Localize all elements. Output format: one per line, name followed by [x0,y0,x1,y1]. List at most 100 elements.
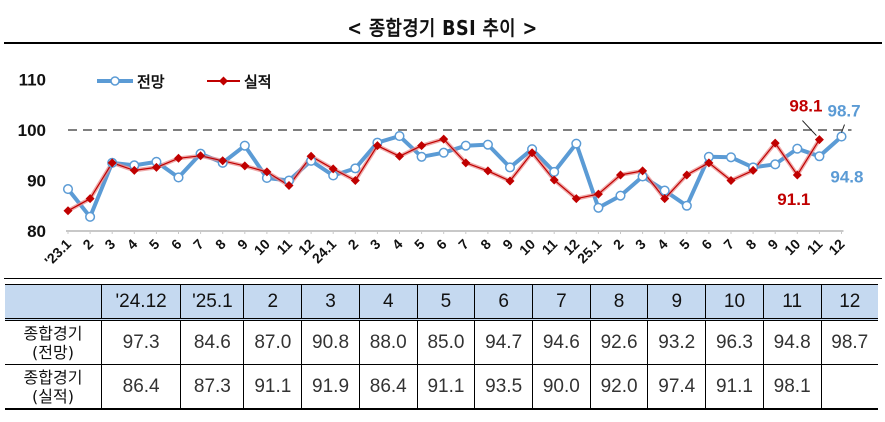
row-label-line2: (전망) [32,342,74,362]
actual-marker [350,176,360,185]
table-cell: 94.8 [762,319,822,365]
table-cell: 84.6 [180,319,245,365]
outlook-marker [173,172,184,183]
x-tick-label: 3 [101,236,118,253]
table-cell: 85.0 [416,319,476,365]
x-tick-label: 9 [234,236,251,253]
x-tick-label: 10 [516,236,538,258]
outlook-marker [239,140,250,151]
table-header-cell: 5 [416,284,476,321]
x-tick-label: 4 [654,236,671,253]
x-tick-label: 9 [764,236,781,253]
table-header-cell: 12 [820,284,878,321]
actual-marker [107,158,117,168]
x-tick-label: 6 [698,236,715,253]
outlook-marker [482,139,493,150]
table-cell: 92.6 [589,319,649,365]
outlook-marker [504,162,516,173]
y-tick-label: 110 [19,71,46,90]
table-cell: 93.2 [647,319,707,365]
actual-marker [483,166,493,176]
table-header-cell: '24.12 [100,284,182,321]
x-tick-label: 8 [742,236,759,253]
table-cell: 90.0 [532,364,591,410]
x-tick-label: 3 [367,236,384,253]
actual-marker [638,166,648,176]
table-cell: 86.4 [358,364,418,410]
x-tick-label: 9 [499,236,516,253]
x-tick-label: 11 [273,236,295,258]
outlook-marker [394,131,405,142]
table-cell: 93.5 [474,364,533,410]
table-cell: 87.3 [180,364,245,410]
table-cell: 88.0 [358,319,418,365]
x-tick-label: 6 [168,236,185,253]
outlook-marker [593,202,604,213]
row-label-line2: (실적) [32,386,74,406]
outlook-marker [814,151,825,162]
table-cell: 96.3 [705,319,764,365]
x-tick-label: '23.1 [41,236,74,269]
actual-marker [151,162,161,172]
table-cell: 91.1 [243,364,303,410]
row-label: 종합경기 (실적) [5,364,102,410]
row-label: 종합경기 (전망) [5,319,102,365]
outlook-marker [460,140,471,151]
x-tick-label: 12 [825,236,847,258]
x-tick-label: 8 [212,236,229,253]
actual-marker [306,151,316,161]
table-header-cell: 6 [474,284,533,321]
table-row-actual: 종합경기 (실적) 86.4 87.3 91.1 91.9 86.4 91.1 9… [5,364,878,410]
actual-marker [726,176,736,185]
actual-marker [395,151,404,161]
data-label-annotation: 98.7 [828,102,861,121]
actual-marker [461,158,471,168]
table-cell: 87.0 [243,319,303,365]
actual-marker [704,158,714,168]
data-label-annotation: 91.1 [777,190,810,209]
actual-marker [505,176,515,186]
table-header-cell: 4 [358,284,418,321]
actual-marker [571,194,581,204]
x-tick-label: 6 [433,236,450,253]
outlook-marker [681,200,692,211]
x-tick-label: 7 [190,236,207,253]
outlook-marker [350,163,361,174]
page-title: < 종합경기 BSI 추이 > [347,16,538,40]
actual-marker [262,167,272,177]
actual-marker [549,175,559,185]
actual-marker [770,138,780,148]
x-tick-label: 11 [539,236,561,258]
outlook-marker [792,143,803,154]
outlook-marker [549,166,560,177]
table-header-cell: 3 [301,284,360,321]
actual-marker [748,165,758,175]
actual-marker [593,189,603,199]
y-tick-label: 100 [18,121,46,140]
x-tick-label: 25.1 [574,236,605,267]
chart-legend: 전망 실적 [97,73,272,91]
table-header-cell: 8 [589,284,649,321]
table-cell: 98.1 [762,364,822,410]
outlook-marker [770,159,781,170]
y-tick-label: 90 [27,172,46,191]
table-cell: 98.7 [820,319,878,365]
row-label-line1: 종합경기 [23,367,83,387]
actual-marker [372,141,382,151]
actual-marker [218,156,228,166]
x-tick-label: 2 [610,236,627,253]
legend-actual-icon [219,76,228,86]
x-tick-label: 5 [146,236,163,253]
chart-annotations: 98.1 91.1 98.7 94.8 [777,97,863,209]
x-tick-label: 24.1 [309,236,340,267]
table-header-cell: 10 [705,284,764,321]
table-cell: 90.8 [301,319,360,365]
table-cell: 97.4 [647,364,707,410]
x-tick-label: 5 [411,236,428,253]
actual-marker [814,135,824,145]
actual-marker [284,181,294,191]
outlook-marker [659,185,670,196]
actual-marker [417,141,427,151]
table-cell: 86.4 [100,364,182,410]
